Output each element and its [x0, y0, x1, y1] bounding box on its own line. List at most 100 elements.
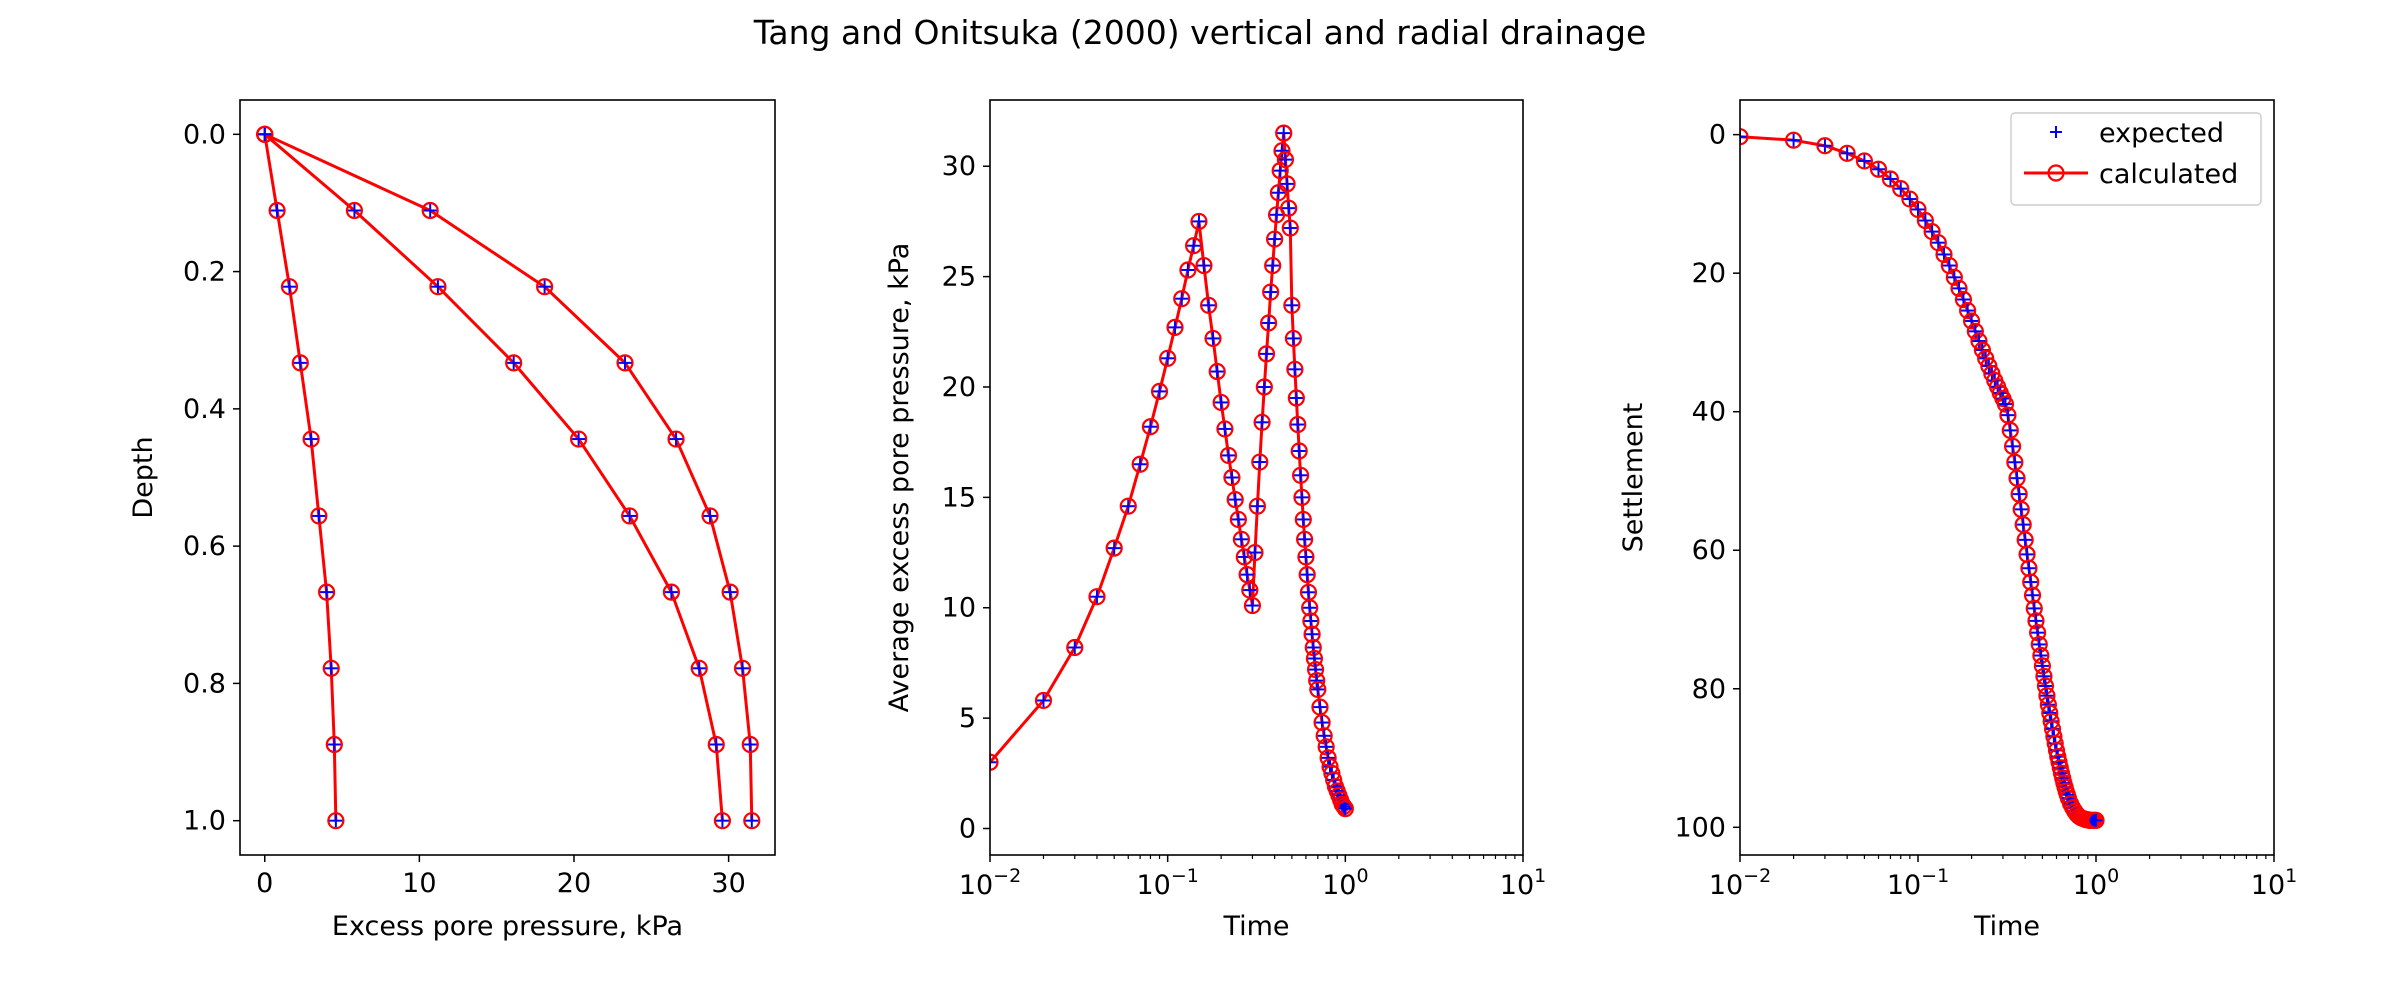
- calculated-marker: [1901, 190, 1919, 208]
- calculated-marker: [1945, 268, 1963, 286]
- calculated-marker: [327, 812, 345, 830]
- figure-title: Tang and Onitsuka (2000) vertical and ra…: [753, 13, 1647, 52]
- calculated-marker: [1260, 314, 1278, 332]
- calculated-marker: [2029, 624, 2047, 642]
- calculated-line: [263, 134, 338, 821]
- x-tick-label: 100: [1322, 865, 1368, 901]
- calculated-marker: [302, 430, 320, 448]
- calculated-marker: [2033, 657, 2052, 675]
- depth-profile-panel: 0 10 20 30 0.0 0.2 0.4 0.6 0.8 1.0 Excess pore pre…: [128, 99, 776, 942]
- calculated-marker: [1970, 332, 1988, 350]
- calculated-marker: [1298, 566, 1316, 584]
- calculated-marker: [1281, 219, 1299, 237]
- calculated-marker: [2036, 677, 2055, 695]
- calculated-marker: [2027, 612, 2045, 630]
- x-tick-label: 10−1: [1136, 865, 1198, 901]
- calculated-marker: [1333, 795, 1351, 813]
- calculated-marker: [1266, 230, 1284, 248]
- calculated-marker: [1838, 144, 1856, 162]
- calculated-marker: [291, 354, 309, 372]
- calculated-marker: [1212, 393, 1230, 412]
- y-tick-label: 100: [1674, 812, 1726, 843]
- calculated-marker: [1284, 329, 1302, 348]
- calculated-marker: [2038, 687, 2056, 705]
- calculated-marker: [1278, 175, 1296, 193]
- axes-frame: [989, 99, 1524, 856]
- calculated-marker: [1131, 455, 1149, 473]
- calculated-marker: [2004, 437, 2022, 455]
- calculated-marker: [505, 354, 523, 372]
- calculated-marker: [1315, 727, 1333, 745]
- calculated-marker: [570, 430, 588, 448]
- calculated-marker: [2008, 469, 2026, 487]
- y-tick-label: 0.2: [183, 257, 226, 288]
- calculated-marker: [1246, 543, 1264, 562]
- calculated-marker: [1869, 160, 1888, 178]
- calculated-marker: [1173, 290, 1191, 308]
- y-tick-label: 20: [1692, 258, 1726, 289]
- calculated-marker: [1291, 466, 1310, 484]
- y-tick-label: 0.8: [183, 668, 226, 699]
- calculated-marker: [1966, 322, 1984, 340]
- calculated-marker: [1313, 713, 1331, 732]
- x-tick-label: 101: [2251, 865, 2297, 901]
- calculated-marker: [721, 583, 739, 601]
- calculated-marker: [1150, 382, 1169, 401]
- calculated-marker: [990, 753, 999, 771]
- settlement-axis-label: Settlement: [1618, 403, 1649, 553]
- calculated-marker: [1253, 413, 1271, 431]
- calculated-marker: [1287, 389, 1305, 407]
- calculated-marker: [1034, 691, 1053, 710]
- calculated-marker: [1950, 279, 1968, 298]
- calculated-marker: [1275, 124, 1293, 142]
- calculated-marker: [1286, 360, 1304, 378]
- calculated-marker: [616, 354, 634, 372]
- y-tick-label: 1.0: [183, 806, 226, 837]
- calculated-marker: [1066, 638, 1084, 657]
- plot-area: [1740, 128, 2105, 829]
- x-axis-label: Time: [1222, 911, 1289, 942]
- calculated-marker: [1280, 199, 1298, 217]
- calculated-marker: [536, 278, 554, 296]
- calculated-marker: [2047, 741, 2066, 760]
- legend-calculated-label: calculated: [2099, 159, 2238, 190]
- calculated-marker: [429, 278, 447, 296]
- plot-area: [256, 125, 761, 830]
- calculated-marker: [1273, 142, 1291, 160]
- calculated-marker: [1208, 362, 1226, 381]
- legend-calculated-marker: [2047, 164, 2065, 182]
- calculated-marker: [1855, 152, 1874, 170]
- calculated-marker: [741, 735, 759, 754]
- calculated-marker: [2001, 421, 2019, 439]
- calculated-marker: [1141, 418, 1160, 436]
- calculated-marker: [310, 507, 328, 525]
- calculated-marker: [2006, 453, 2024, 471]
- calculated-marker: [2035, 667, 2053, 685]
- calculated-marker: [743, 812, 761, 830]
- calculated-marker: [1276, 151, 1295, 169]
- calculated-marker: [1297, 548, 1315, 566]
- x-tick-label: 10−1: [1887, 865, 1949, 901]
- calculated-marker: [1996, 395, 2015, 413]
- calculated-marker: [1255, 378, 1273, 396]
- x-tick-label: 10−2: [959, 865, 1021, 901]
- calculated-marker: [621, 507, 639, 525]
- depth-axis-label: Depth: [128, 436, 159, 518]
- calculated-marker: [1290, 442, 1308, 460]
- y-tick-label: 0: [1709, 120, 1726, 151]
- calculated-marker: [1309, 680, 1327, 699]
- calculated-marker: [1088, 588, 1106, 606]
- calculated-marker: [1119, 497, 1137, 515]
- calculated-marker: [1264, 256, 1282, 275]
- calculated-marker: [1190, 212, 1208, 231]
- calculated-marker: [1216, 420, 1234, 438]
- calculated-marker: [1269, 184, 1287, 202]
- y-tick-label: 5: [959, 703, 976, 734]
- x-tick-label: 20: [557, 868, 591, 899]
- calculated-marker: [1159, 349, 1177, 367]
- y-tick-label: 30: [942, 151, 976, 182]
- calculated-line: [263, 133, 724, 821]
- calculated-marker: [421, 201, 439, 220]
